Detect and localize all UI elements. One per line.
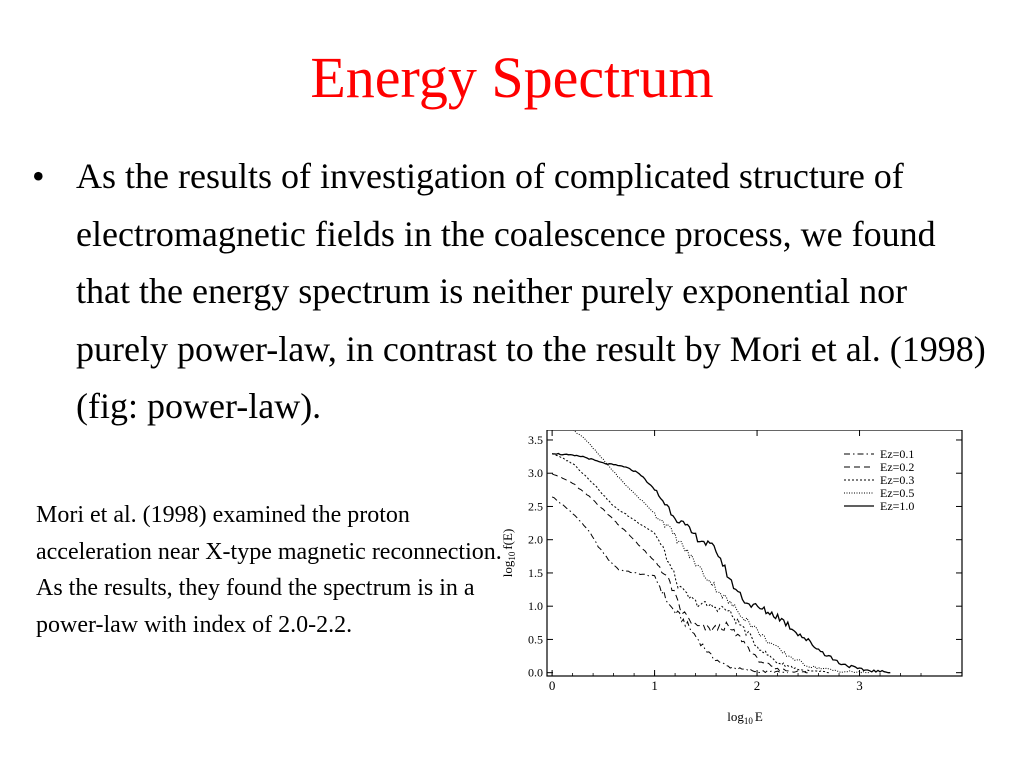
y-tick-label: 1.5 bbox=[528, 566, 543, 580]
legend: Ez=0.1Ez=0.2Ez=0.3Ez=0.5Ez=1.0 bbox=[844, 447, 914, 513]
y-axis-label: log10f(E) bbox=[500, 529, 517, 578]
x-tick-label: 2 bbox=[754, 678, 761, 693]
y-tick-label: 2.5 bbox=[528, 499, 543, 513]
x-tick-labels: 0 1 2 3 bbox=[549, 678, 863, 693]
series-lines bbox=[551, 430, 891, 674]
x-tick-label: 3 bbox=[856, 678, 863, 693]
y-tick-label: 3.5 bbox=[528, 433, 543, 447]
series-line-ez-0-2 bbox=[551, 473, 809, 674]
series-line-ez-0-3 bbox=[551, 453, 829, 674]
series-line-ez-1-0 bbox=[552, 452, 891, 674]
x-axis-label: log10 E bbox=[727, 709, 763, 726]
y-tick-label: 2.0 bbox=[528, 533, 543, 547]
bullet-text: As the results of investigation of compl… bbox=[76, 156, 986, 426]
slide-title: Energy Spectrum bbox=[310, 45, 714, 110]
legend-label: Ez=0.1 bbox=[880, 447, 914, 461]
legend-label: Ez=0.5 bbox=[880, 486, 914, 500]
x-tick-label: 1 bbox=[651, 678, 658, 693]
y-tick-label: 3.0 bbox=[528, 466, 543, 480]
series-line-ez-0-1 bbox=[551, 496, 788, 674]
legend-label: Ez=0.2 bbox=[880, 460, 914, 474]
bullet-list: • As the results of investigation of com… bbox=[32, 148, 992, 436]
y-tick-label: 0.5 bbox=[528, 632, 543, 646]
plot-area bbox=[546, 430, 963, 677]
y-tick-labels: 0.0 0.5 1.0 1.5 2.0 2.5 3.0 3.5 bbox=[528, 433, 543, 680]
note-text: Mori et al. (1998) examined the proton a… bbox=[36, 502, 502, 639]
legend-label: Ez=0.3 bbox=[880, 473, 914, 487]
y-tick-label: 0.0 bbox=[528, 666, 543, 680]
legend-label: Ez=1.0 bbox=[880, 499, 914, 513]
bullet-item: • As the results of investigation of com… bbox=[32, 148, 992, 436]
x-tick-label: 0 bbox=[549, 678, 556, 693]
bullet-icon: • bbox=[32, 156, 45, 196]
y-tick-label: 1.0 bbox=[528, 599, 543, 613]
series-line-ez-0-5 bbox=[571, 430, 870, 674]
tick-marks bbox=[547, 430, 962, 676]
